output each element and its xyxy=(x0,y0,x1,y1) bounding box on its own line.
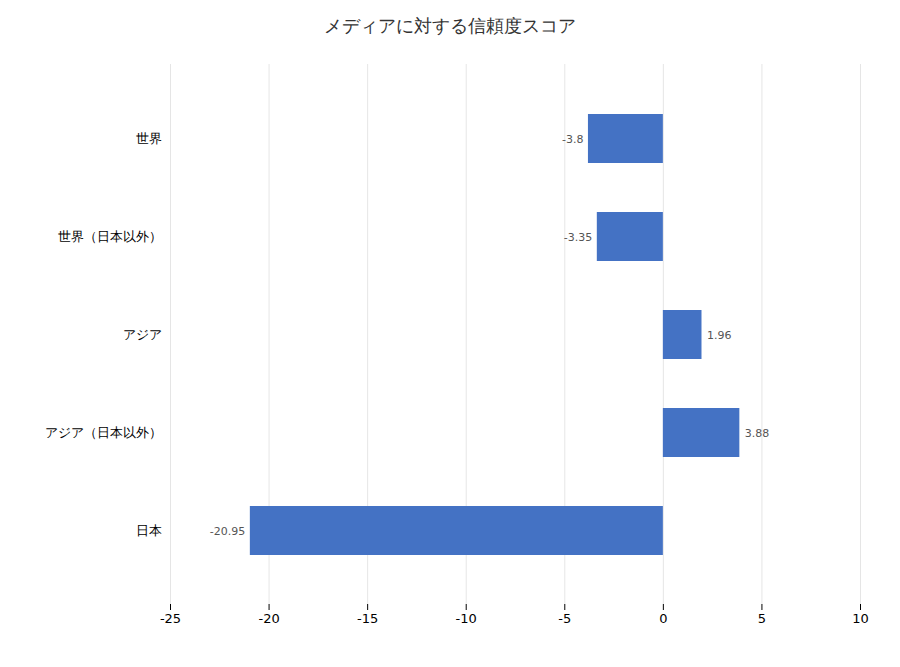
svg-text:5: 5 xyxy=(758,611,766,626)
svg-text:-3.35: -3.35 xyxy=(564,231,592,244)
svg-text:-3.8: -3.8 xyxy=(562,133,583,146)
svg-text:-5: -5 xyxy=(558,611,571,626)
svg-text:-20: -20 xyxy=(258,611,279,626)
svg-text:0: 0 xyxy=(659,611,667,626)
svg-text:日本: 日本 xyxy=(136,523,162,538)
svg-text:-20.95: -20.95 xyxy=(210,525,245,538)
svg-text:世界: 世界 xyxy=(136,131,162,146)
svg-text:3.88: 3.88 xyxy=(745,427,770,440)
svg-text:-10: -10 xyxy=(456,611,477,626)
svg-text:-15: -15 xyxy=(357,611,378,626)
svg-text:アジア: アジア xyxy=(123,327,162,342)
html-text:メディアに対する信頼度スコア: メディアに対する信頼度スコア xyxy=(324,15,576,36)
svg-text:アジア（日本以外）: アジア（日本以外） xyxy=(45,425,162,440)
svg-text:10: 10 xyxy=(852,611,869,626)
svg-text:-25: -25 xyxy=(160,611,181,626)
svg-text:1.96: 1.96 xyxy=(707,329,732,342)
svg-text:世界（日本以外）: 世界（日本以外） xyxy=(58,229,162,244)
